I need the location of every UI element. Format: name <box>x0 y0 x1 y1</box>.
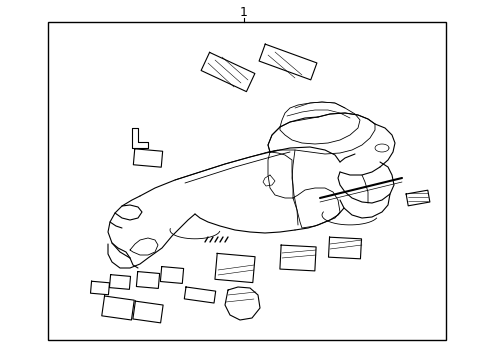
Bar <box>48 22 445 340</box>
Text: 1: 1 <box>240 5 247 18</box>
